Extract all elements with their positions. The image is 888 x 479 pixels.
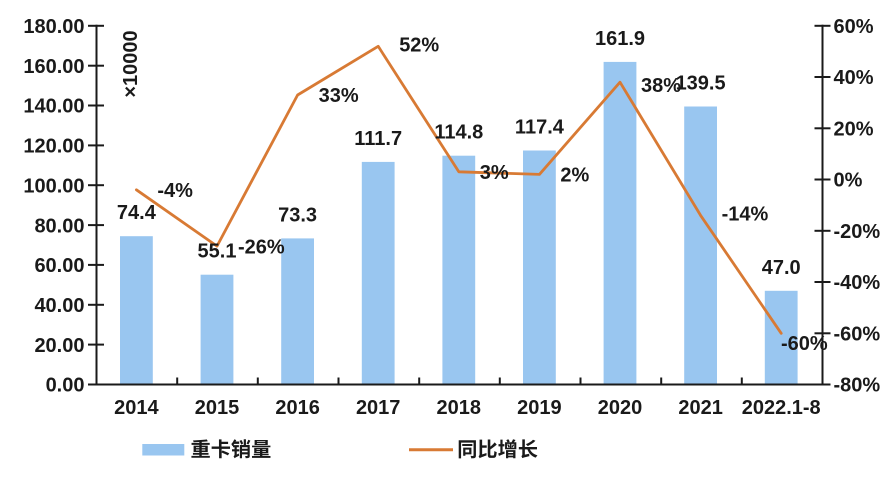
svg-text:0%: 0%	[834, 170, 863, 192]
svg-text:3%: 3%	[480, 162, 509, 184]
svg-text:2014: 2014	[114, 397, 159, 419]
svg-text:120.00: 120.00	[23, 136, 84, 158]
svg-text:2021: 2021	[678, 397, 723, 419]
svg-text:2019: 2019	[517, 397, 562, 419]
svg-text:160.00: 160.00	[23, 56, 84, 78]
svg-text:180.00: 180.00	[23, 16, 84, 38]
svg-text:2%: 2%	[560, 165, 589, 187]
svg-text:73.3: 73.3	[278, 204, 317, 226]
svg-text:-60%: -60%	[781, 333, 828, 355]
svg-text:38%: 38%	[641, 75, 681, 97]
svg-text:80.00: 80.00	[34, 215, 84, 237]
svg-text:117.4: 117.4	[515, 117, 565, 139]
svg-text:2020: 2020	[598, 397, 643, 419]
svg-text:33%: 33%	[319, 85, 359, 107]
svg-text:100.00: 100.00	[23, 175, 84, 197]
svg-text:-26%: -26%	[238, 237, 285, 259]
svg-text:-20%: -20%	[834, 221, 881, 243]
svg-text:140.00: 140.00	[23, 96, 84, 118]
svg-text:20%: 20%	[834, 119, 874, 141]
svg-text:161.9: 161.9	[595, 28, 645, 50]
svg-text:40.00: 40.00	[34, 295, 84, 317]
svg-text:139.5: 139.5	[676, 73, 726, 95]
svg-text:×10000: ×10000	[120, 30, 142, 97]
svg-text:2017: 2017	[356, 397, 401, 419]
svg-text:-4%: -4%	[157, 180, 193, 202]
svg-text:52%: 52%	[399, 35, 439, 57]
svg-text:0.00: 0.00	[46, 375, 85, 397]
svg-text:2015: 2015	[195, 397, 240, 419]
svg-text:2018: 2018	[437, 397, 482, 419]
svg-text:74.4: 74.4	[117, 202, 157, 224]
svg-text:2016: 2016	[275, 397, 320, 419]
svg-text:-80%: -80%	[834, 375, 881, 397]
svg-text:47.0: 47.0	[762, 257, 801, 279]
svg-text:40%: 40%	[834, 67, 874, 89]
svg-text:20.00: 20.00	[34, 335, 84, 357]
svg-text:60%: 60%	[834, 16, 874, 38]
svg-text:-40%: -40%	[834, 272, 881, 294]
svg-text:55.1: 55.1	[198, 241, 237, 263]
svg-text:-14%: -14%	[722, 204, 769, 226]
svg-text:114.8: 114.8	[434, 122, 483, 144]
svg-text:2022.1-8: 2022.1-8	[742, 397, 821, 419]
svg-text:-60%: -60%	[834, 324, 881, 346]
svg-text:111.7: 111.7	[354, 128, 402, 150]
svg-text:60.00: 60.00	[34, 255, 84, 277]
